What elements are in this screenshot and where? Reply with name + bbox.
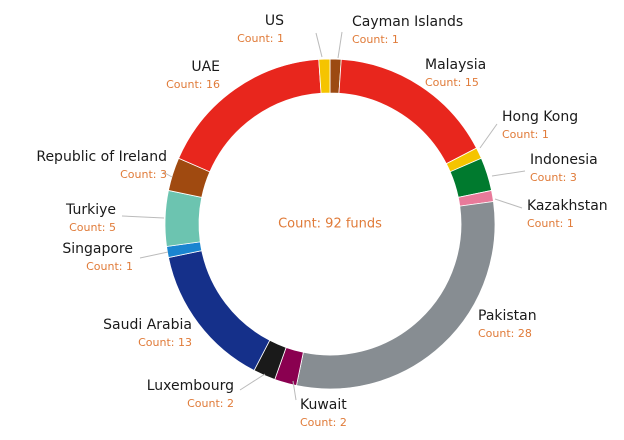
slice-label: Pakistan [478,308,537,324]
slice-label: Hong Kong [502,109,578,125]
slice-label: UAE [191,59,220,75]
leader-line [337,31,343,59]
leader-line [139,251,169,259]
value-label: Count: 1 [86,260,133,273]
value-label: Count: 16 [166,78,220,91]
slice-label: Luxembourg [147,378,234,394]
slice-label: Indonesia [530,152,598,168]
donut-slice [318,58,331,94]
slice-label: Republic of Ireland [36,149,167,165]
value-label: Count: 13 [138,336,192,349]
value-label: Count: 1 [527,217,574,230]
slice-label: Turkiye [65,202,116,218]
leader-line [292,380,297,401]
leader-line [479,123,498,149]
value-label: Count: 5 [69,221,116,234]
leader-line [162,171,173,178]
leader-line [494,198,523,209]
slice-label: Kuwait [300,397,347,413]
value-label: Count: 3 [120,168,167,181]
value-label: Count: 28 [478,327,532,340]
value-label: Count: 2 [300,416,347,429]
leader-line [121,215,165,219]
slice-label: Singapore [62,241,133,257]
value-label: Count: 1 [502,128,549,141]
donut-slice [164,189,203,247]
leader-line [491,170,526,177]
donut-slice [178,58,322,173]
donut-slice [167,250,271,372]
slice-label: US [265,13,284,29]
slice-label: Cayman Islands [352,14,463,30]
value-label: Count: 3 [530,171,577,184]
value-label: Count: 1 [352,33,399,46]
leader-line [315,32,323,58]
slice-label: Malaysia [425,57,486,73]
value-label: Count: 2 [187,397,234,410]
slice-label: Kazakhstan [527,198,608,214]
leader-line [239,373,266,391]
value-label: Count: 1 [237,32,284,45]
slice-label: Saudi Arabia [103,317,192,333]
center-label: Count: 92 funds [278,217,382,232]
value-label: Count: 15 [425,76,479,89]
